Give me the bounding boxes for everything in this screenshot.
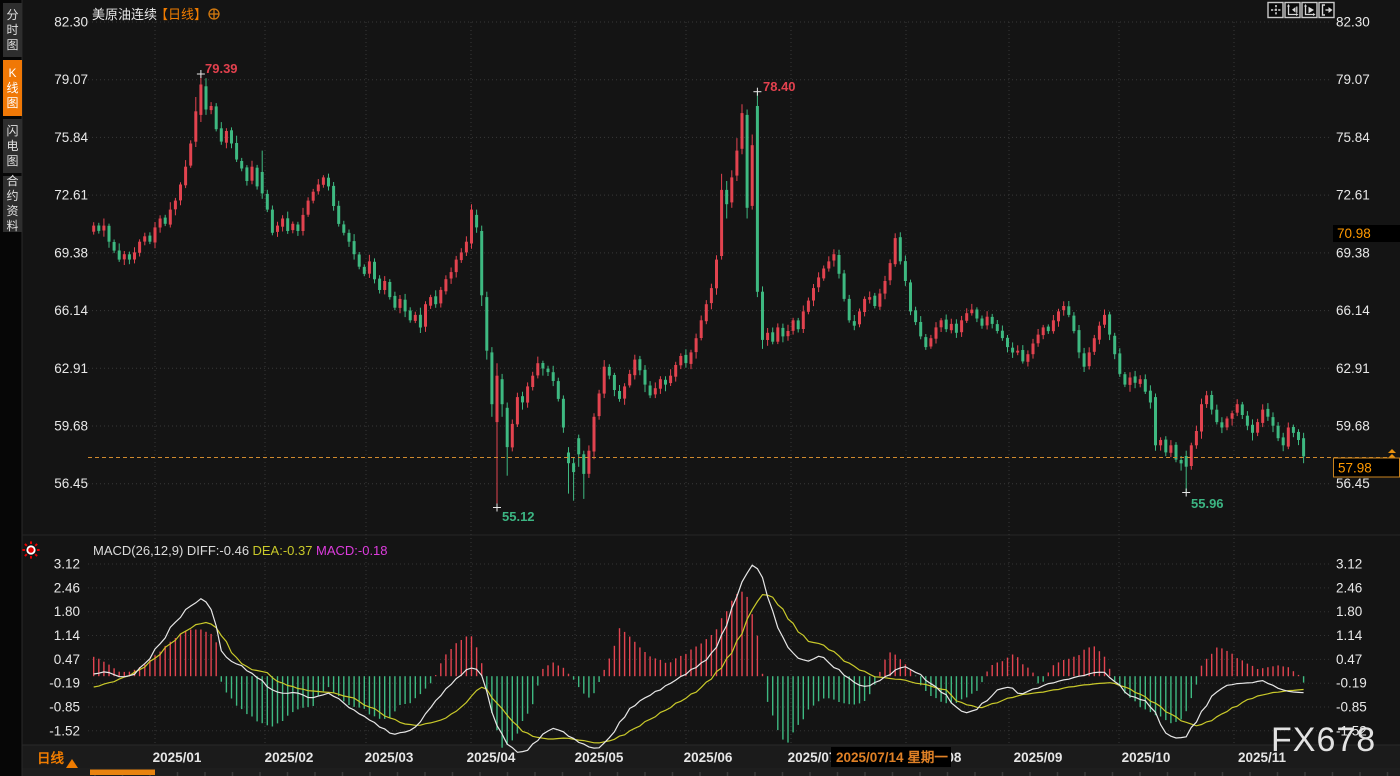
svg-text:69.38: 69.38 bbox=[1336, 245, 1370, 260]
svg-text:82.30: 82.30 bbox=[1336, 15, 1370, 30]
svg-text:75.84: 75.84 bbox=[1336, 130, 1370, 145]
svg-text:82.30: 82.30 bbox=[54, 15, 88, 30]
svg-text:MACD:-0.18: MACD:-0.18 bbox=[316, 543, 388, 558]
svg-text:75.84: 75.84 bbox=[54, 130, 88, 145]
svg-text:2025/04: 2025/04 bbox=[467, 750, 516, 765]
svg-text:2.46: 2.46 bbox=[54, 580, 80, 595]
svg-text:66.14: 66.14 bbox=[54, 303, 88, 318]
svg-text:2025/09: 2025/09 bbox=[1014, 750, 1063, 765]
svg-text:79.39: 79.39 bbox=[205, 61, 238, 76]
svg-text:2025/11: 2025/11 bbox=[1238, 750, 1287, 765]
svg-text:79.07: 79.07 bbox=[1336, 72, 1370, 87]
svg-text:66.14: 66.14 bbox=[1336, 303, 1370, 318]
svg-text:62.91: 62.91 bbox=[1336, 361, 1370, 376]
svg-text:-1.52: -1.52 bbox=[1336, 723, 1367, 738]
svg-text:72.61: 72.61 bbox=[1336, 188, 1370, 203]
svg-text:56.45: 56.45 bbox=[54, 476, 88, 491]
svg-text:2025/02: 2025/02 bbox=[265, 750, 314, 765]
svg-text:2025/03: 2025/03 bbox=[365, 750, 414, 765]
svg-text:62.91: 62.91 bbox=[54, 361, 88, 376]
svg-text:2025/07/14 星期一: 2025/07/14 星期一 bbox=[836, 750, 948, 765]
svg-text:2025/10: 2025/10 bbox=[1122, 750, 1171, 765]
svg-text:美原油连续: 美原油连续 bbox=[92, 7, 157, 22]
svg-text:59.68: 59.68 bbox=[54, 419, 88, 434]
svg-text:-0.19: -0.19 bbox=[1336, 676, 1367, 691]
svg-text:59.68: 59.68 bbox=[1336, 419, 1370, 434]
svg-text:72.61: 72.61 bbox=[54, 188, 88, 203]
svg-text:69.38: 69.38 bbox=[54, 245, 88, 260]
svg-text:70.98: 70.98 bbox=[1337, 226, 1371, 241]
svg-text:55.96: 55.96 bbox=[1191, 496, 1224, 511]
svg-text:日线: 日线 bbox=[37, 750, 64, 766]
svg-text:-0.85: -0.85 bbox=[49, 700, 80, 715]
svg-text:FX678: FX678 bbox=[1271, 721, 1376, 759]
svg-text:1.80: 1.80 bbox=[54, 604, 80, 619]
svg-text:MACD(26,12,9) DIFF:-0.46: MACD(26,12,9) DIFF:-0.46 bbox=[93, 543, 249, 558]
svg-text:2.46: 2.46 bbox=[1336, 580, 1362, 595]
svg-text:1.80: 1.80 bbox=[1336, 604, 1362, 619]
svg-text:-1.52: -1.52 bbox=[49, 723, 80, 738]
svg-text:【日线】: 【日线】 bbox=[155, 7, 207, 22]
svg-text:56.45: 56.45 bbox=[1336, 476, 1370, 491]
svg-text:2025/05: 2025/05 bbox=[575, 750, 624, 765]
svg-text:2025/07: 2025/07 bbox=[788, 750, 837, 765]
svg-text:3.12: 3.12 bbox=[54, 557, 80, 572]
svg-text:2025/06: 2025/06 bbox=[684, 750, 733, 765]
svg-text:DEA:-0.37: DEA:-0.37 bbox=[253, 543, 313, 558]
svg-text:-0.85: -0.85 bbox=[1336, 700, 1367, 715]
svg-text:78.40: 78.40 bbox=[763, 79, 796, 94]
svg-text:0.47: 0.47 bbox=[54, 652, 80, 667]
svg-text:57.98: 57.98 bbox=[1338, 461, 1372, 476]
svg-text:-0.19: -0.19 bbox=[49, 676, 80, 691]
svg-text:79.07: 79.07 bbox=[54, 72, 88, 87]
svg-text:1.14: 1.14 bbox=[1336, 628, 1363, 643]
svg-text:1.14: 1.14 bbox=[54, 628, 81, 643]
svg-text:3.12: 3.12 bbox=[1336, 557, 1362, 572]
svg-text:55.12: 55.12 bbox=[502, 509, 535, 524]
svg-text:0.47: 0.47 bbox=[1336, 652, 1362, 667]
svg-text:2025/01: 2025/01 bbox=[153, 750, 202, 765]
